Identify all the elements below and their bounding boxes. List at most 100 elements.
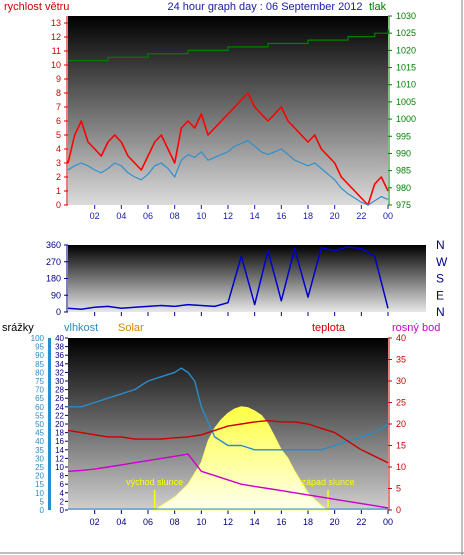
wind-tick-label: 8 xyxy=(56,88,61,98)
temp-left-tick-label: 10 xyxy=(55,463,64,472)
sun-annotation: východ slunce xyxy=(126,477,183,487)
rain-tick-label: 15 xyxy=(35,480,44,489)
wind-tick-label: 6 xyxy=(56,116,61,126)
rain-tick-label: 100 xyxy=(31,334,45,343)
temp-left-tick-label: 32 xyxy=(55,368,64,377)
panel1-x-tick-label: 02 xyxy=(90,211,100,221)
pressure-tick-label: 1000 xyxy=(396,114,416,124)
panel1-x-tick-label: 04 xyxy=(116,211,126,221)
compass-label: W xyxy=(436,255,448,269)
temp-left-tick-label: 12 xyxy=(55,454,64,463)
pressure-line xyxy=(68,29,389,62)
wind-tick-label: 4 xyxy=(56,144,61,154)
panel1-x-tick-label: 10 xyxy=(196,211,206,221)
rain-tick-label: 50 xyxy=(35,420,44,429)
temp-left-tick-label: 38 xyxy=(55,343,64,352)
temp-left-tick-label: 18 xyxy=(55,429,64,438)
gust-line xyxy=(67,92,389,206)
panel3-x-tick-label: 08 xyxy=(170,517,180,527)
rain-tick-label: 70 xyxy=(35,386,44,395)
panel3-x-tick-label: 16 xyxy=(276,517,286,527)
rain-tick-label: 55 xyxy=(35,411,44,420)
panel1-x-tick-label: 00 xyxy=(383,211,393,221)
rain-axis xyxy=(48,338,51,510)
panel3-x-tick-label: 10 xyxy=(196,517,206,527)
direction-tick-label: 180 xyxy=(46,274,61,284)
compass-label: N xyxy=(436,238,445,252)
wind-tick-label: 2 xyxy=(56,172,61,182)
compass-label: E xyxy=(436,288,444,302)
rain-tick-label: 95 xyxy=(35,343,44,352)
panel3-x-tick-label: 22 xyxy=(356,517,366,527)
temperature-line xyxy=(67,419,389,464)
panel1-background xyxy=(68,16,388,205)
pressure-tick-label: 980 xyxy=(396,183,411,193)
temp-left-tick-label: 14 xyxy=(55,446,64,455)
rain-tick-label: 80 xyxy=(35,368,44,377)
rain-tick-label: 10 xyxy=(35,489,44,498)
rain-tick-label: 0 xyxy=(40,506,45,515)
pressure-tick-label: 1030 xyxy=(396,11,416,21)
rain-tick-label: 25 xyxy=(35,463,44,472)
temp-left-tick-label: 22 xyxy=(55,411,64,420)
wind-tick-label: 3 xyxy=(56,158,61,168)
pressure-tick-label: 1025 xyxy=(396,28,416,38)
rain-tick-label: 35 xyxy=(35,446,44,455)
pressure-tick-label: 1005 xyxy=(396,97,416,107)
direction-tick-label: 270 xyxy=(46,257,61,267)
rain-tick-label: 20 xyxy=(35,472,44,481)
temp-left-tick-label: 0 xyxy=(60,506,65,515)
wind-tick-label: 13 xyxy=(51,18,61,28)
speed-line xyxy=(67,140,389,206)
temp-right-tick-label: 25 xyxy=(396,398,406,408)
chart-title: 24 hour graph day : 06 September 2012 xyxy=(167,1,362,13)
wind-tick-label: 11 xyxy=(52,46,61,56)
rain-tick-label: 65 xyxy=(35,394,44,403)
panel3-x-tick-label: 00 xyxy=(383,517,393,527)
panel3-x-tick-label: 18 xyxy=(303,517,313,527)
panel3-x-tick-label: 04 xyxy=(116,517,126,527)
temp-right-tick-label: 5 xyxy=(396,484,401,494)
panel1-x-tick-label: 14 xyxy=(250,211,260,221)
panel3-x-tick-label: 12 xyxy=(223,517,233,527)
panel1-x-tick-label: 06 xyxy=(143,211,153,221)
temp-left-tick-label: 34 xyxy=(55,360,64,369)
rain-tick-label: 45 xyxy=(35,429,44,438)
temp-right-tick-label: 35 xyxy=(396,355,406,365)
direction-tick-label: 0 xyxy=(56,307,61,317)
sun-annotation: západ slunce xyxy=(301,477,354,487)
wind-tick-label: 7 xyxy=(56,102,61,112)
humidity-axis-title: vlhkost xyxy=(64,322,98,334)
pressure-tick-label: 985 xyxy=(396,166,411,176)
temp-right-tick-label: 40 xyxy=(396,333,406,343)
pressure-tick-label: 1010 xyxy=(396,80,416,90)
panel1-x-tick-label: 16 xyxy=(276,211,286,221)
wind-tick-label: 9 xyxy=(56,74,61,84)
wind-tick-label: 5 xyxy=(56,130,61,140)
temp-right-tick-label: 0 xyxy=(396,505,401,515)
temp-right-tick-label: 30 xyxy=(396,376,406,386)
rain-tick-label: 30 xyxy=(35,454,44,463)
pressure-axis-title: tlak xyxy=(369,1,387,13)
temp-left-tick-label: 4 xyxy=(60,489,65,498)
temp-left-tick-label: 20 xyxy=(55,420,64,429)
temp-left-tick-label: 2 xyxy=(60,497,65,506)
rain-tick-label: 85 xyxy=(35,360,44,369)
dewpoint-line xyxy=(67,453,389,509)
direction-tick-label: 90 xyxy=(51,290,61,300)
wind-tick-label: 0 xyxy=(56,200,61,210)
wind-tick-label: 12 xyxy=(51,32,61,42)
panel1-x-tick-label: 08 xyxy=(170,211,180,221)
panel1-x-tick-label: 18 xyxy=(303,211,313,221)
pressure-tick-label: 995 xyxy=(396,131,411,141)
direction-tick-label: 360 xyxy=(46,240,61,250)
temp-right-tick-label: 10 xyxy=(396,462,406,472)
rain-axis-title: srážky xyxy=(2,322,34,334)
temp-left-tick-label: 26 xyxy=(55,394,64,403)
temp-left-tick-label: 24 xyxy=(55,403,64,412)
panel3-x-tick-label: 06 xyxy=(143,517,153,527)
humidity-line xyxy=(68,367,389,451)
temp-right-tick-label: 15 xyxy=(396,441,406,451)
compass-label: N xyxy=(436,305,445,319)
